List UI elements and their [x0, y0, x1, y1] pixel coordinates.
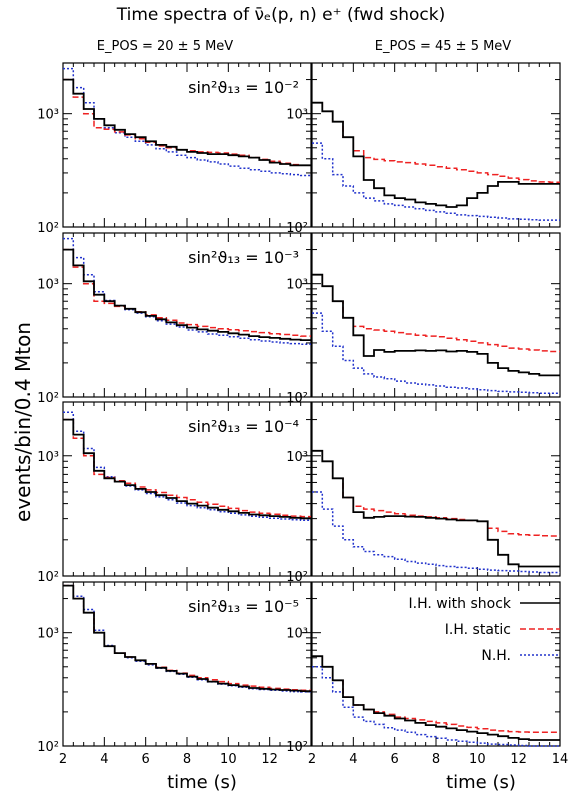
panel-r1-c1: 10² 10³: [286, 232, 561, 406]
y-tick-label: 10²: [286, 221, 308, 236]
x-tick-label: 6: [142, 752, 150, 767]
series-line-i-h-static: [63, 248, 311, 337]
series-line-i-h-static: [312, 655, 560, 734]
series-line-i-h-with-shock: [312, 655, 560, 741]
x-tick-label: 2: [59, 752, 67, 767]
y-tick-label: 10³: [37, 108, 59, 123]
y-tick-label: 10³: [37, 278, 59, 293]
legend-label-nh: N.H.: [481, 648, 511, 664]
y-tick-label: 10²: [286, 570, 308, 585]
x-tick-label: 14: [552, 752, 569, 767]
column-header-left: E_POS = 20 ± 5 MeV: [97, 39, 234, 54]
x-tick-label: 2: [308, 752, 316, 767]
panel-r0-c0: 10² 10³ sin²ϑ₁₃ = 10⁻²: [37, 62, 312, 236]
series-line-i-h-static: [312, 273, 560, 353]
legend: I.H. with shock I.H. static N.H.: [409, 596, 560, 664]
x-tick-label: 10: [220, 752, 237, 767]
y-tick-label: 10²: [37, 740, 59, 755]
series-line-i-h-with-shock: [63, 418, 311, 520]
series-line-i-h-static: [312, 450, 560, 537]
x-tick-label: 12: [261, 752, 278, 767]
panel-r3-c1: 10² 10³ 2 4 6 8 10 12 14: [286, 581, 569, 767]
mixing-angle-label: sin²ϑ₁₃ = 10⁻⁵: [188, 597, 299, 616]
series-line-i-h-with-shock: [63, 78, 311, 167]
series-line-i-h-with-shock: [63, 248, 311, 341]
series-line-n-h: [312, 491, 560, 574]
legend-label-static: I.H. static: [445, 622, 511, 638]
x-tick-label: 6: [391, 752, 399, 767]
panel-r0-c1: 10² 10³: [286, 62, 561, 236]
x-tick-label: 8: [432, 752, 440, 767]
series-line-i-h-with-shock: [312, 273, 560, 377]
panel-r1-c0: 10² 10³ sin²ϑ₁₃ = 10⁻³: [37, 232, 312, 406]
y-tick-label: 10²: [37, 570, 59, 585]
series-line-n-h: [63, 67, 311, 177]
panel-r2-c1: 10² 10³: [286, 401, 561, 585]
x-tick-label: 4: [100, 752, 108, 767]
legend-label-shock: I.H. with shock: [409, 596, 512, 612]
x-tick-label: 10: [469, 752, 486, 767]
y-tick-label: 10³: [286, 627, 308, 642]
series-line-i-h-with-shock: [312, 449, 560, 568]
mixing-angle-label: sin²ϑ₁₃ = 10⁻³: [188, 248, 299, 267]
y-axis-label: events/bin/0.4 Mton: [11, 322, 35, 522]
column-header-right: E_POS = 45 ± 5 MeV: [375, 39, 512, 54]
panel-r2-c0: 10² 10³ sin²ϑ₁₃ = 10⁻⁴: [37, 401, 312, 585]
mixing-angle-label: sin²ϑ₁₃ = 10⁻²: [188, 78, 299, 97]
series-line-n-h: [312, 312, 560, 394]
y-tick-label: 10³: [286, 450, 308, 465]
chart-panels: 10² 10³ sin²ϑ₁₃ = 10⁻² 10² 10³ 10² 10³ sin²ϑ₁₃ …: [37, 62, 569, 767]
series-line-i-h-with-shock: [312, 101, 560, 208]
y-tick-label: 10²: [286, 391, 308, 406]
figure-title: Time spectra of ν̄ₑ(p, n) e⁺ (fwd shock): [116, 5, 445, 25]
x-tick-label: 4: [349, 752, 357, 767]
y-tick-label: 10³: [286, 278, 308, 293]
series-line-n-h: [312, 142, 560, 221]
panel-r3-c0: 10² 10³ 2 4 6 8 10 12 sin²ϑ₁₃ = 10⁻⁵: [37, 581, 312, 767]
panel-frame: [311, 62, 561, 228]
y-tick-label: 10³: [37, 627, 59, 642]
y-tick-label: 10²: [37, 221, 59, 236]
y-tick-label: 10³: [286, 108, 308, 123]
series-line-n-h: [312, 666, 560, 747]
mixing-angle-label: sin²ϑ₁₃ = 10⁻⁴: [188, 417, 299, 436]
x-axis-label-right: time (s): [446, 772, 516, 793]
x-tick-label: 8: [183, 752, 191, 767]
panel-frame: [311, 401, 561, 577]
series-line-i-h-with-shock: [63, 584, 311, 692]
y-tick-label: 10³: [37, 450, 59, 465]
series-line-i-h-static: [312, 101, 560, 184]
y-tick-label: 10²: [37, 391, 59, 406]
x-axis-label-left: time (s): [167, 772, 237, 793]
y-tick-label: 10²: [286, 740, 308, 755]
x-tick-label: 12: [510, 752, 527, 767]
